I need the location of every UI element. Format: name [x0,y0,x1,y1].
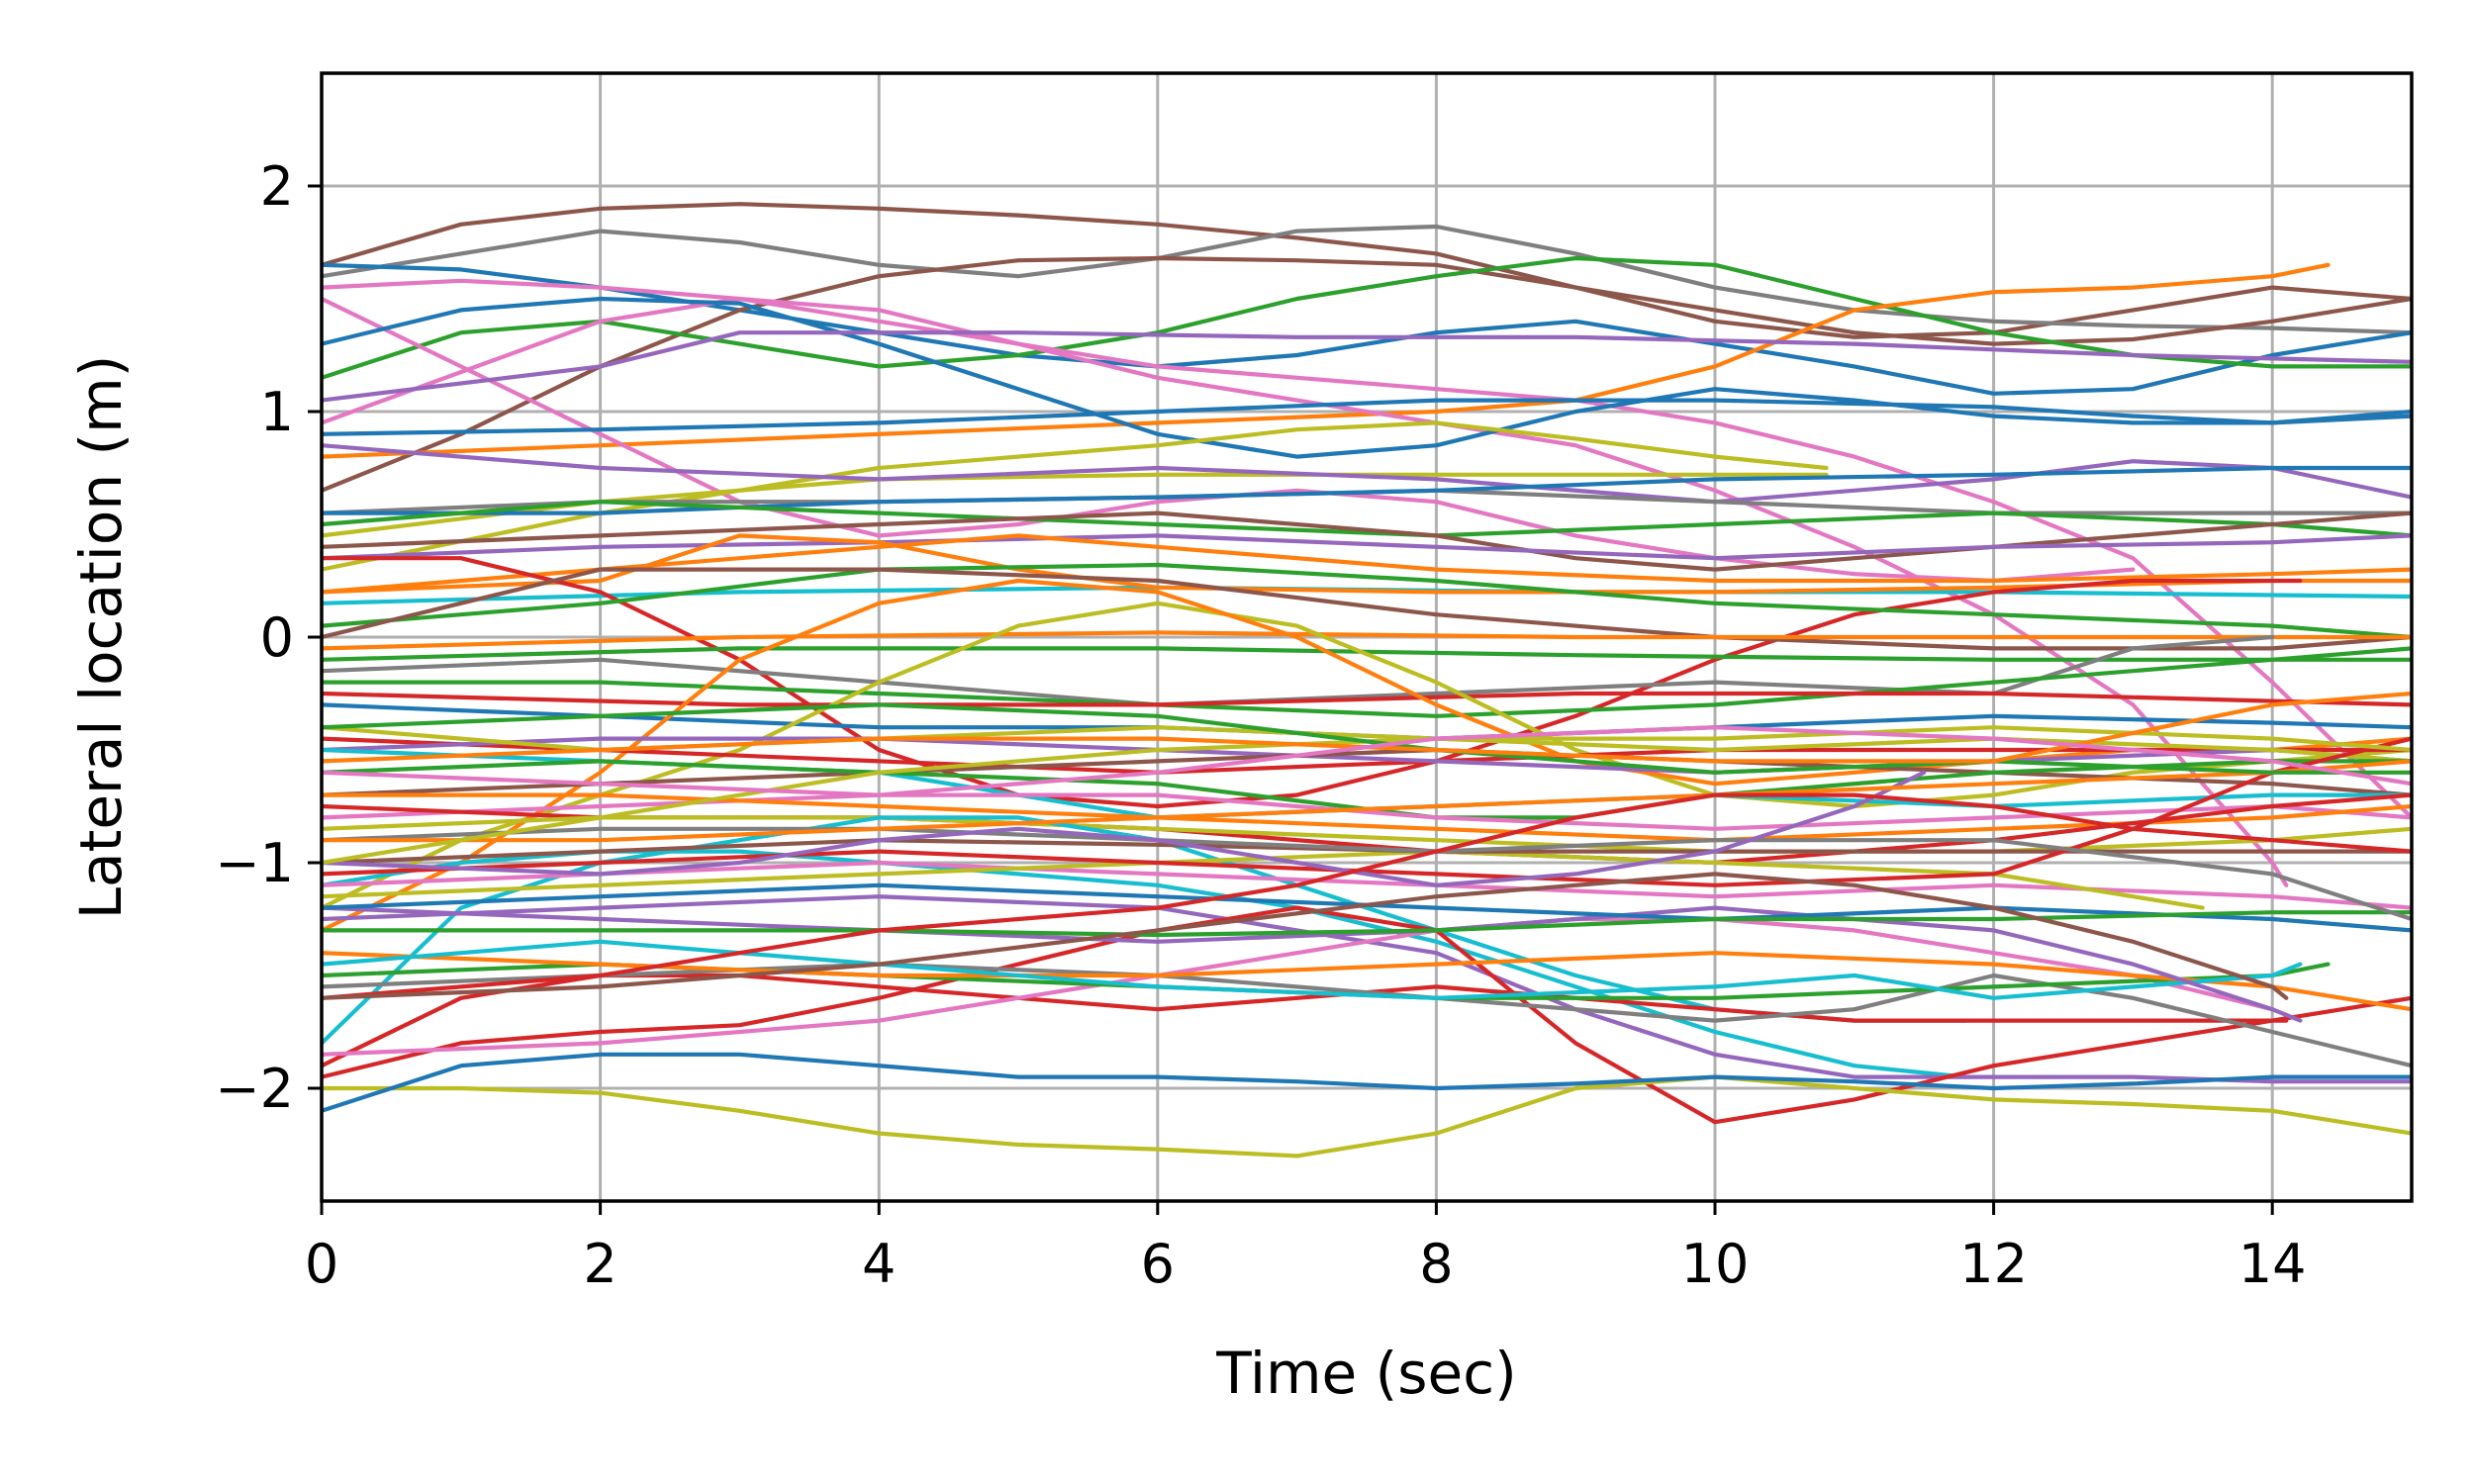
trajectory-line-28 [322,646,2412,662]
trajectory-line-53 [322,962,2412,1068]
y-tick-label: 0 [260,606,294,669]
y-tick-label: −1 [215,832,294,894]
trajectory-line-49 [322,1074,2412,1159]
trajectory-line-34 [322,578,2412,933]
trajectory-line-30 [322,646,2412,718]
trajectory-line-5 [322,255,2412,380]
trajectory-line-66 [322,759,2412,843]
trajectory-line-27 [322,630,2412,651]
x-tick-label: 12 [1959,1233,2028,1295]
y-tick-label: −2 [215,1058,294,1120]
trajectory-line-44 [322,815,2412,854]
trajectory-line-1 [322,202,2412,339]
x-tick-label: 4 [862,1233,896,1295]
trajectory-line-25 [322,562,2412,640]
x-tick-label: 8 [1419,1233,1453,1295]
trajectory-line-2 [322,224,2412,335]
y-tick-label: 2 [260,155,294,218]
trajectory-line-57 [322,905,2303,1023]
trajectory-line-52 [322,916,2275,1057]
trajectory-line-33 [322,601,2412,910]
trajectory-line-6 [322,262,2331,459]
trajectory-line-67 [322,792,2412,1000]
trajectory-line-61 [322,910,2412,938]
trajectory-line-12 [322,398,2412,436]
trajectory-line-11 [322,330,2412,403]
trajectory-line-56 [322,939,2303,1000]
trajectory-line-72 [322,725,2412,797]
trajectory-line-10 [322,296,2412,459]
trajectory-line-42 [322,792,2412,843]
trajectory-line-71 [322,691,2412,764]
trajectory-line-68 [322,872,2289,1000]
trajectory-line-48 [322,905,2412,1125]
x-tick-label: 2 [583,1233,617,1295]
trajectory-line-4 [322,255,2412,493]
y-axis-label: Lateral location (m) [67,355,135,920]
trajectory-series [322,202,2412,1159]
trajectory-line-47 [322,894,2412,1084]
trajectory-line-21 [322,533,2412,595]
trajectory-line-13 [322,420,1829,572]
trajectory-line-3 [322,262,2412,396]
trajectory-line-8 [322,278,2412,820]
trajectory-line-24 [322,556,2303,809]
trajectory-line-17 [322,465,2412,515]
trajectory-line-50 [322,1052,2412,1113]
trajectory-line-63 [322,736,2412,887]
trajectory-line-26 [322,567,2412,651]
y-tick-label: 1 [260,381,294,443]
trajectory-line-15 [322,443,2412,505]
trajectory-line-20 [322,533,2412,561]
x-tick-label: 10 [1681,1233,1750,1295]
x-tick-label: 0 [305,1233,338,1295]
x-tick-label: 6 [1141,1233,1175,1295]
trajectory-line-31 [322,691,2412,707]
trajectory-line-65 [322,770,1927,887]
x-axis-label: Time (sec) [1215,1340,1516,1407]
trajectory-line-29 [322,634,2275,707]
x-tick-label: 14 [2238,1233,2307,1295]
